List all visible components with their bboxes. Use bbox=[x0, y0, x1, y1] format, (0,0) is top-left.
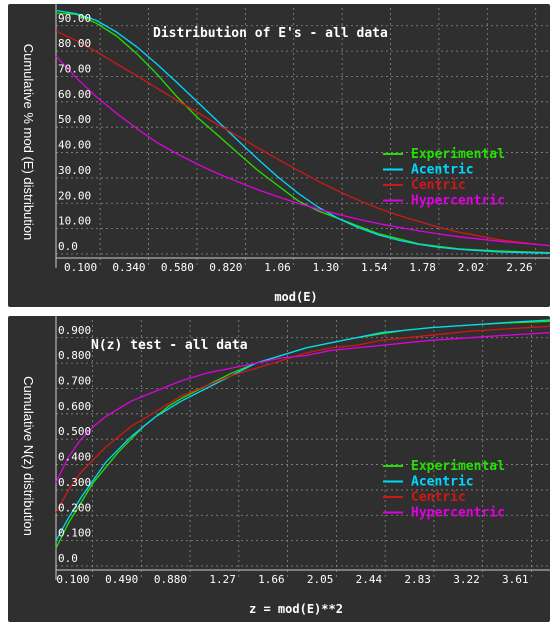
x-tick-label: 1.06 bbox=[264, 261, 291, 274]
y-tick-label: 0.800 bbox=[58, 349, 91, 362]
x-tick-label: 0.880 bbox=[154, 573, 187, 586]
series-line-hypercentric bbox=[55, 332, 550, 483]
y-tick-label: 0.300 bbox=[58, 476, 91, 489]
y-tick-label: 20.00 bbox=[58, 189, 91, 202]
y-tick-label: 70.00 bbox=[58, 62, 91, 75]
y-tick-label: 0.700 bbox=[58, 374, 91, 387]
nz-test-chart: 0.0 0.100 0.200 0.300 0.400 0.500 0.600 0.700 0.… bbox=[21, 316, 550, 616]
x-tick-label: 3.61 bbox=[502, 573, 529, 586]
series-line-experimental bbox=[55, 12, 550, 254]
x-tick-label: 2.26 bbox=[506, 261, 533, 274]
x-tick-label: 0.580 bbox=[161, 261, 194, 274]
y-tick-label: 80.00 bbox=[58, 37, 91, 50]
y-tick-label: 30.00 bbox=[58, 164, 91, 177]
x-tick-label: 0.490 bbox=[105, 573, 138, 586]
y-tick-label: 0.200 bbox=[58, 501, 91, 514]
y-tick-label: 0.600 bbox=[58, 400, 91, 413]
y-tick-label: 40.00 bbox=[58, 139, 91, 152]
legend-label: Experimental bbox=[411, 147, 505, 162]
y-tick-label: 0.0 bbox=[58, 552, 78, 565]
x-tick-label: 0.820 bbox=[209, 261, 242, 274]
chart-panel-nz-test: 0.0 0.100 0.200 0.300 0.400 0.500 0.600 0.700 0.… bbox=[8, 316, 550, 622]
x-axis-label: z = mod(E)**2 bbox=[249, 602, 343, 616]
series-line-acentric bbox=[55, 319, 550, 541]
y-tick-label: 0.500 bbox=[58, 425, 91, 438]
x-tick-label: 2.02 bbox=[458, 261, 485, 274]
legend-label: Centric bbox=[411, 178, 466, 193]
x-tick-label: 1.54 bbox=[361, 261, 388, 274]
legend-label: Centric bbox=[411, 490, 466, 505]
x-tick-label: 1.78 bbox=[409, 261, 436, 274]
y-axis-label: Cumulative N(z) distribution bbox=[21, 376, 36, 536]
y-tick-label: 0.0 bbox=[58, 240, 78, 253]
y-tick-label: 0.100 bbox=[58, 527, 91, 540]
x-tick-label: 2.44 bbox=[356, 573, 383, 586]
legend-label: Hypercentric bbox=[411, 194, 505, 209]
x-tick-label: 3.22 bbox=[453, 573, 480, 586]
y-tick-label: 90.00 bbox=[58, 12, 91, 25]
legend-label: Hypercentric bbox=[411, 506, 505, 521]
x-axis-label: mod(E) bbox=[274, 290, 317, 304]
y-tick-label: 0.900 bbox=[58, 324, 91, 337]
chart-panel-mod-e: 0.0 10.00 20.00 30.00 40.00 50.00 60.00 70.00 80… bbox=[8, 4, 550, 307]
series-line-acentric bbox=[55, 9, 550, 254]
series-line-hypercentric bbox=[55, 55, 550, 247]
x-tick-label: 0.340 bbox=[112, 261, 145, 274]
x-tick-label: 2.83 bbox=[404, 573, 431, 586]
x-tick-label: 1.66 bbox=[258, 573, 285, 586]
y-tick-label: 50.00 bbox=[58, 113, 91, 126]
x-tick-label: 0.100 bbox=[56, 573, 89, 586]
y-tick-label: 0.400 bbox=[58, 451, 91, 464]
legend-label: Acentric bbox=[411, 163, 474, 178]
chart-title: Distribution of E's - all data bbox=[153, 26, 388, 41]
y-tick-label: 60.00 bbox=[58, 88, 91, 101]
legend-label: Experimental bbox=[411, 459, 505, 474]
x-tick-label: 0.100 bbox=[64, 261, 97, 274]
y-tick-label: 10.00 bbox=[58, 215, 91, 228]
chart-title: N(z) test - all data bbox=[91, 338, 248, 353]
mod-e-distribution-chart: 0.0 10.00 20.00 30.00 40.00 50.00 60.00 70.00 80… bbox=[21, 4, 550, 304]
legend-label: Acentric bbox=[411, 475, 474, 490]
series-line-centric bbox=[55, 30, 550, 247]
y-axis-label: Cumulative % mod (E) distribution bbox=[21, 44, 36, 241]
x-tick-label: 1.27 bbox=[209, 573, 236, 586]
x-tick-label: 2.05 bbox=[307, 573, 334, 586]
x-tick-label: 1.30 bbox=[313, 261, 340, 274]
series-line-centric bbox=[55, 325, 550, 514]
